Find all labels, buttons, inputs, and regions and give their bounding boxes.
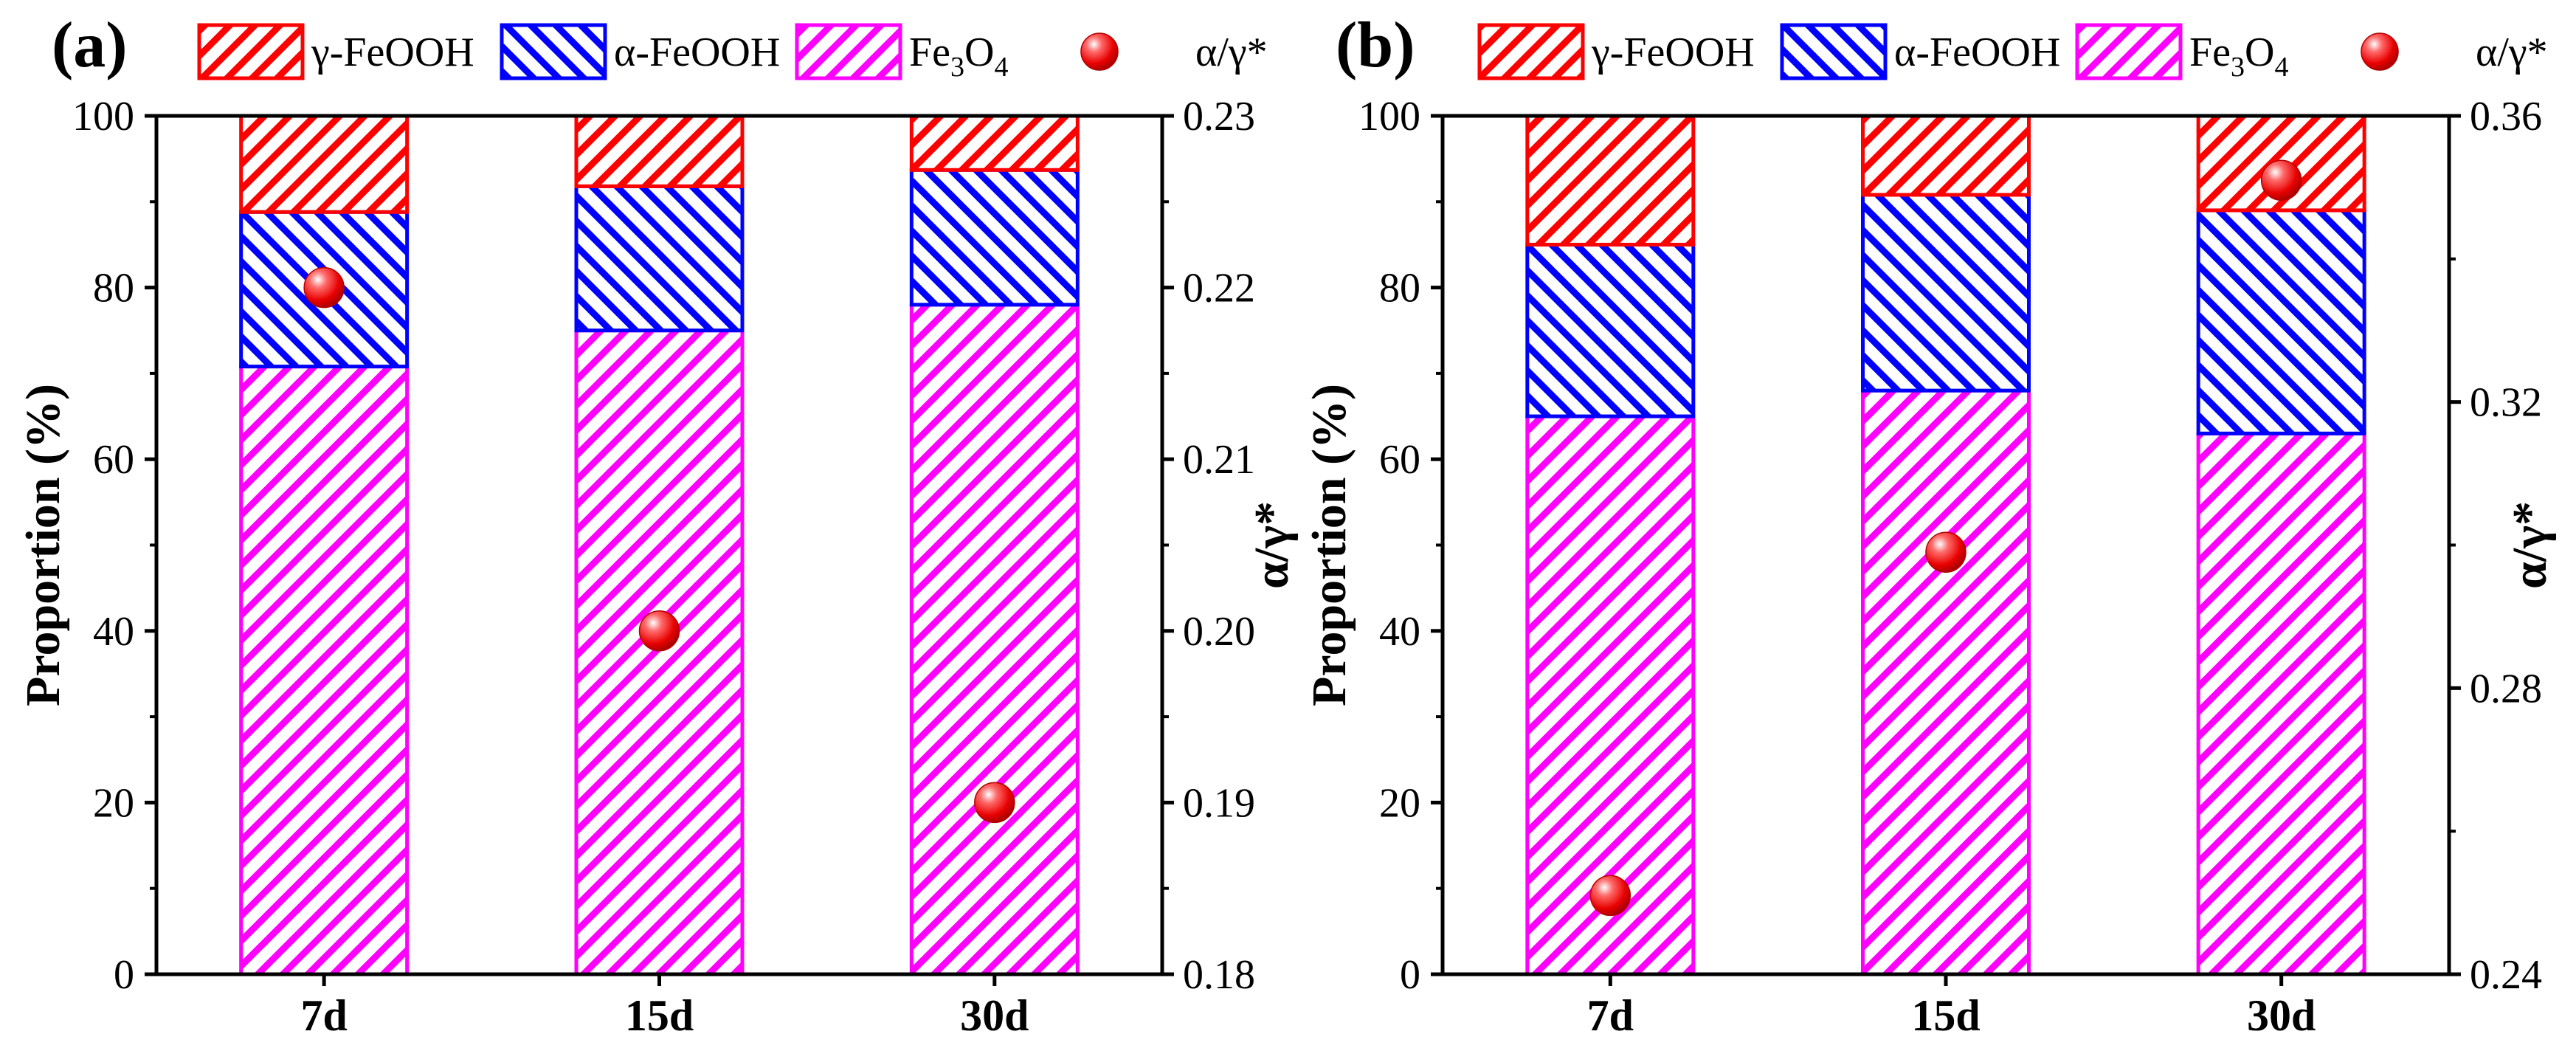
ratio-point-15d — [638, 610, 680, 652]
bar-alpha-feooh-30d — [909, 168, 1080, 307]
legend-swatch-ratio — [2361, 32, 2399, 71]
y-tick-label: 0 — [114, 952, 134, 998]
y2-tick-label: 0.32 — [2470, 380, 2542, 426]
ratio-point-15d — [1925, 531, 1966, 573]
y-tick-label: 20 — [93, 780, 134, 826]
legend-swatch-gamma-feooh — [1477, 23, 1585, 80]
y2-tick-label: 0.22 — [1183, 266, 1255, 311]
legend-label: γ-FeOOH — [311, 30, 474, 75]
legend-label: α-FeOOH — [614, 30, 780, 75]
ratio-point-7d — [1589, 875, 1631, 917]
y-axis-title: Proportion (%) — [16, 384, 70, 706]
legend-label: α-FeOOH — [1894, 30, 2060, 75]
x-tick-label-7d: 7d — [1587, 991, 1634, 1040]
legend: γ-FeOOH α-FeOOH Fe3O4 α/γ* — [1477, 23, 2548, 83]
y-tick-label: 40 — [1379, 609, 1420, 655]
x-tick-label-30d: 30d — [960, 991, 1029, 1040]
y-axis-title: Proportion (%) — [1302, 384, 1356, 706]
y-tick-label: 20 — [1379, 780, 1420, 826]
bar-gamma-feooh-15d — [1861, 114, 2031, 197]
legend-swatch-alpha-feooh — [500, 23, 607, 80]
panel-label: (a) — [52, 10, 128, 81]
chart-panel-a: 0 20 40 60 80 100 0.18 0.19 0.20 0.21 0.22 0.23 7d 15… — [16, 10, 1299, 1040]
bar-gamma-feooh-7d — [1525, 114, 1696, 247]
y-tick-label: 80 — [1379, 266, 1420, 311]
bar-alpha-feooh-15d — [1861, 193, 2031, 393]
y2-axis-title: α/γ* — [1245, 501, 1299, 589]
y2-tick-label: 0.36 — [2470, 94, 2542, 139]
panel-label: (b) — [1336, 10, 1415, 81]
legend-swatch-fe3o4 — [795, 23, 902, 80]
ratio-point-7d — [303, 266, 345, 309]
x-tick-label-15d: 15d — [1911, 991, 1980, 1040]
bar-gamma-feooh-15d — [574, 114, 745, 188]
ratio-point-30d — [974, 782, 1015, 824]
y2-tick-label: 0.20 — [1183, 609, 1255, 655]
x-tick-label-15d: 15d — [625, 991, 694, 1040]
legend-label-ratio: α/γ* — [2476, 30, 2548, 75]
legend-swatch-ratio — [1080, 32, 1119, 71]
y-tick-label: 80 — [93, 266, 134, 311]
y-tick-label: 60 — [1379, 437, 1420, 483]
y-tick-label: 100 — [1358, 94, 1420, 139]
chart-panel-b: 0 20 40 60 80 100 0.24 0.28 0.32 0.36 7d 15d 30d Prop… — [1302, 10, 2557, 1040]
y2-tick-label: 0.21 — [1183, 437, 1255, 483]
bar-fe3o4-30d — [2196, 431, 2366, 976]
bar-gamma-feooh-30d — [909, 114, 1080, 172]
legend-swatch-fe3o4 — [2075, 23, 2183, 80]
legend-label: γ-FeOOH — [1591, 30, 1755, 75]
y-tick-label: 40 — [93, 609, 134, 655]
bar-fe3o4-30d — [909, 303, 1080, 976]
axes: 0 20 40 60 80 100 0.18 0.19 0.20 0.21 0.22 0.23 7d 15… — [72, 94, 1255, 1040]
ratio-point-30d — [2260, 159, 2302, 201]
bar-alpha-feooh-15d — [574, 184, 745, 333]
y2-axis-title: α/γ* — [2503, 501, 2557, 589]
y2-tick-label: 0.24 — [2470, 952, 2542, 998]
legend-label: Fe3O4 — [2189, 30, 2288, 83]
y2-tick-label: 0.28 — [2470, 666, 2542, 711]
y-tick-label: 100 — [72, 94, 134, 139]
y2-tick-label: 0.23 — [1183, 94, 1255, 139]
legend-label: Fe3O4 — [909, 30, 1008, 83]
y2-tick-label: 0.18 — [1183, 952, 1255, 998]
bar-fe3o4-15d — [1861, 388, 2031, 976]
x-tick-label-7d: 7d — [300, 991, 347, 1040]
legend: γ-FeOOH α-FeOOH Fe3O4 α/γ* — [197, 23, 1268, 83]
bar-alpha-feooh-30d — [2196, 208, 2366, 435]
x-tick-label-30d: 30d — [2247, 991, 2316, 1040]
axes: 0 20 40 60 80 100 0.24 0.28 0.32 0.36 7d 15d 30d — [1358, 94, 2542, 1040]
legend-swatch-gamma-feooh — [197, 23, 305, 80]
bar-fe3o4-7d — [239, 365, 410, 976]
legend-swatch-alpha-feooh — [1780, 23, 1888, 80]
bar-alpha-feooh-7d — [1525, 242, 1696, 418]
y-tick-label: 0 — [1400, 952, 1420, 998]
y2-tick-label: 0.19 — [1183, 780, 1255, 826]
bar-gamma-feooh-7d — [239, 114, 410, 214]
bar-fe3o4-15d — [574, 328, 745, 976]
legend-label-ratio: α/γ* — [1195, 30, 1268, 75]
y-tick-label: 60 — [93, 437, 134, 483]
